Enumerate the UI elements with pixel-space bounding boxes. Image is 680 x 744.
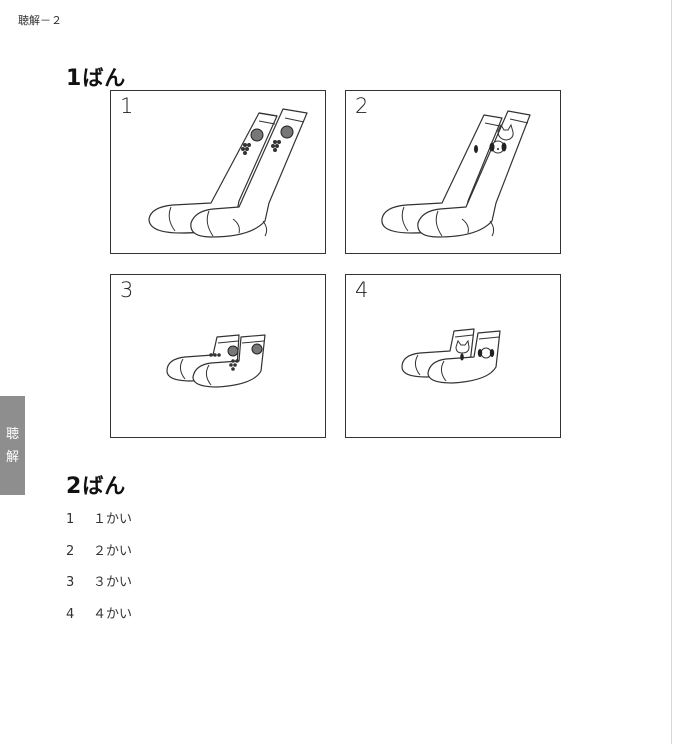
option-text: ４かい — [93, 607, 133, 622]
option-number: 1 — [66, 512, 75, 527]
long-socks-fruit-icon — [148, 108, 308, 238]
question-2-suffix: ばん — [82, 474, 127, 498]
section-side-tab: 聴 解 — [0, 396, 25, 495]
answer-option-4[interactable]: 4 ４かい — [66, 603, 132, 622]
answer-panel-1[interactable]: 1 — [110, 90, 326, 254]
long-socks-animal-icon — [381, 110, 531, 238]
answer-option-3[interactable]: 3 ３かい — [66, 571, 132, 590]
answer-option-1[interactable]: 1 １かい — [66, 508, 132, 527]
short-socks-animal-icon — [401, 328, 501, 384]
question-2-number: 2 — [66, 474, 83, 499]
option-text: ３かい — [93, 575, 133, 590]
answer-option-2[interactable]: 2 ２かい — [66, 540, 132, 559]
short-socks-fruit-icon — [166, 334, 266, 388]
option-number: 2 — [66, 544, 75, 559]
answer-panel-3[interactable]: 3 — [110, 274, 326, 438]
answer-panel-4[interactable]: 4 — [345, 274, 561, 438]
question-1-suffix: ばん — [82, 66, 127, 90]
page-edge — [671, 0, 672, 744]
answer-panel-2[interactable]: 2 — [345, 90, 561, 254]
option-number: 3 — [66, 575, 75, 590]
panel-number: 1 — [120, 94, 134, 118]
panel-number: 3 — [120, 278, 134, 302]
option-number: 4 — [66, 607, 75, 622]
question-1-title: 1ばん — [66, 62, 126, 92]
option-text: ２かい — [93, 544, 133, 559]
section-header: 聴解－２ — [18, 14, 62, 27]
option-text: １かい — [93, 512, 133, 527]
panel-number: 2 — [355, 94, 369, 118]
question-1-number: 1 — [66, 66, 83, 91]
side-tab-char: 解 — [5, 449, 19, 465]
question-2-title: 2ばん — [66, 470, 126, 500]
panel-number: 4 — [355, 278, 369, 302]
side-tab-char: 聴 — [5, 426, 19, 442]
